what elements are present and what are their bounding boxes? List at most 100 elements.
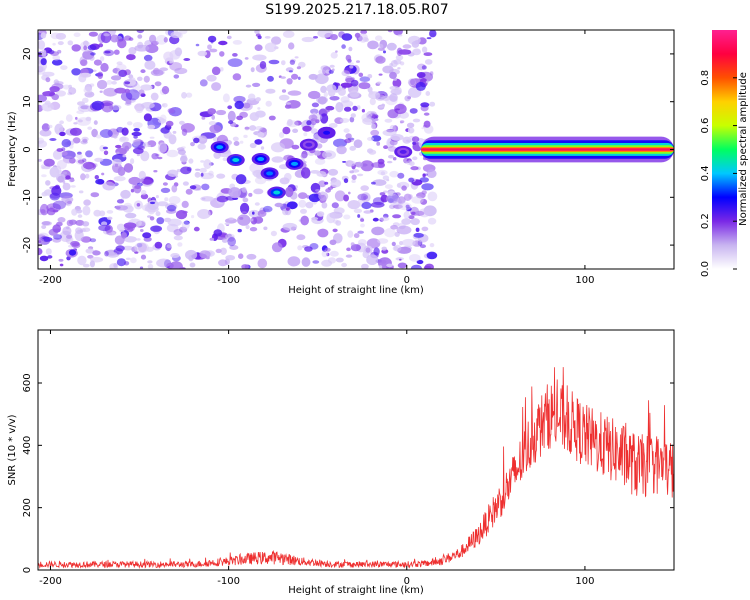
noise-blob <box>125 99 132 105</box>
noise-blob <box>48 124 53 129</box>
noise-blob <box>147 260 153 264</box>
noise-blob <box>391 241 396 247</box>
signal-band-layer <box>421 148 674 151</box>
noise-blob <box>302 125 312 132</box>
noise-blob <box>257 107 261 110</box>
noise-blob <box>163 37 168 43</box>
noise-blob <box>218 40 228 46</box>
noise-blob <box>361 108 365 113</box>
noise-blob <box>429 101 436 107</box>
noise-blob <box>138 170 146 180</box>
noise-blob <box>301 36 315 43</box>
noise-blob <box>349 170 355 174</box>
noise-blob <box>59 131 66 137</box>
noise-blob <box>360 160 374 172</box>
noise-blob <box>228 187 241 199</box>
noise-blob <box>45 180 51 186</box>
noise-blob <box>329 250 339 257</box>
noise-blob <box>325 105 335 111</box>
noise-blob <box>67 200 72 204</box>
y-tick-label: -10 <box>22 189 33 205</box>
noise-blob <box>52 42 56 46</box>
noise-blob <box>408 215 415 220</box>
noise-blob <box>166 149 179 158</box>
noise-blob <box>113 134 118 139</box>
noise-blob <box>367 74 373 79</box>
colorbar-label: Normalized spectral amplitude <box>738 72 749 226</box>
noise-blob <box>95 178 105 185</box>
noise-blob <box>93 59 102 66</box>
noise-blob <box>38 66 46 75</box>
noise-blob <box>57 217 66 223</box>
noise-blob <box>401 238 416 247</box>
noise-blob <box>120 91 133 102</box>
noise-blob <box>315 189 321 192</box>
noise-blob <box>387 160 393 164</box>
noise-blob <box>367 148 374 154</box>
noise-blob <box>311 102 319 108</box>
noise-blob <box>80 236 92 243</box>
noise-blob <box>106 80 113 85</box>
noise-blob <box>327 168 339 176</box>
noise-blob <box>116 223 126 231</box>
noise-blob <box>348 46 353 52</box>
noise-blob <box>346 247 351 252</box>
noise-blob <box>257 35 262 40</box>
noise-blob <box>136 238 141 241</box>
noise-blob <box>199 250 211 259</box>
noise-blob <box>195 172 199 176</box>
noise-blob <box>264 42 277 53</box>
noise-blob <box>83 199 91 206</box>
spectrogram-x-ticks: -200 -100 0 100 <box>39 30 594 286</box>
noise-blob <box>85 173 90 179</box>
noise-blob <box>170 31 182 39</box>
noise-blob <box>200 160 205 163</box>
noise-blob <box>268 115 276 121</box>
noise-blob <box>297 76 301 81</box>
feature-blob-core <box>323 130 331 135</box>
noise-blob <box>357 214 361 218</box>
noise-blob <box>253 188 264 195</box>
noise-blob <box>200 172 215 180</box>
chart-title: S199.2025.217.18.05.R07 <box>265 2 448 18</box>
noise-blob <box>145 44 159 54</box>
noise-blob <box>421 183 434 191</box>
noise-blob <box>109 263 119 269</box>
noise-blob <box>291 73 299 80</box>
noise-blob <box>409 108 418 114</box>
noise-blob <box>361 192 371 203</box>
noise-blob <box>227 105 233 110</box>
noise-blob <box>429 30 437 38</box>
noise-blob <box>97 71 104 80</box>
noise-blob <box>306 120 312 126</box>
noise-blob <box>125 257 131 260</box>
noise-blob <box>211 66 221 76</box>
noise-blob <box>211 82 222 91</box>
noise-blob <box>89 55 95 61</box>
noise-blob <box>92 249 99 256</box>
noise-blob <box>175 210 188 220</box>
noise-blob <box>147 263 154 269</box>
noise-blob <box>375 35 383 41</box>
noise-blob <box>85 248 95 254</box>
noise-blob <box>166 204 177 212</box>
noise-blob <box>181 92 187 99</box>
noise-blob <box>198 135 208 145</box>
noise-blob <box>254 202 260 206</box>
noise-blob <box>371 162 385 168</box>
noise-blob <box>343 67 352 74</box>
noise-blob <box>140 229 144 232</box>
noise-blob <box>106 210 114 214</box>
noise-blob <box>419 244 426 249</box>
noise-blob <box>178 30 188 35</box>
noise-blob <box>308 90 321 100</box>
noise-blob <box>373 247 380 256</box>
noise-blob <box>409 254 421 262</box>
noise-blob <box>377 238 389 244</box>
noise-blob <box>366 254 379 265</box>
noise-blob <box>362 117 376 125</box>
noise-blob <box>124 69 131 76</box>
noise-blob <box>115 206 121 210</box>
noise-blob <box>122 154 127 158</box>
noise-blob <box>114 87 127 94</box>
